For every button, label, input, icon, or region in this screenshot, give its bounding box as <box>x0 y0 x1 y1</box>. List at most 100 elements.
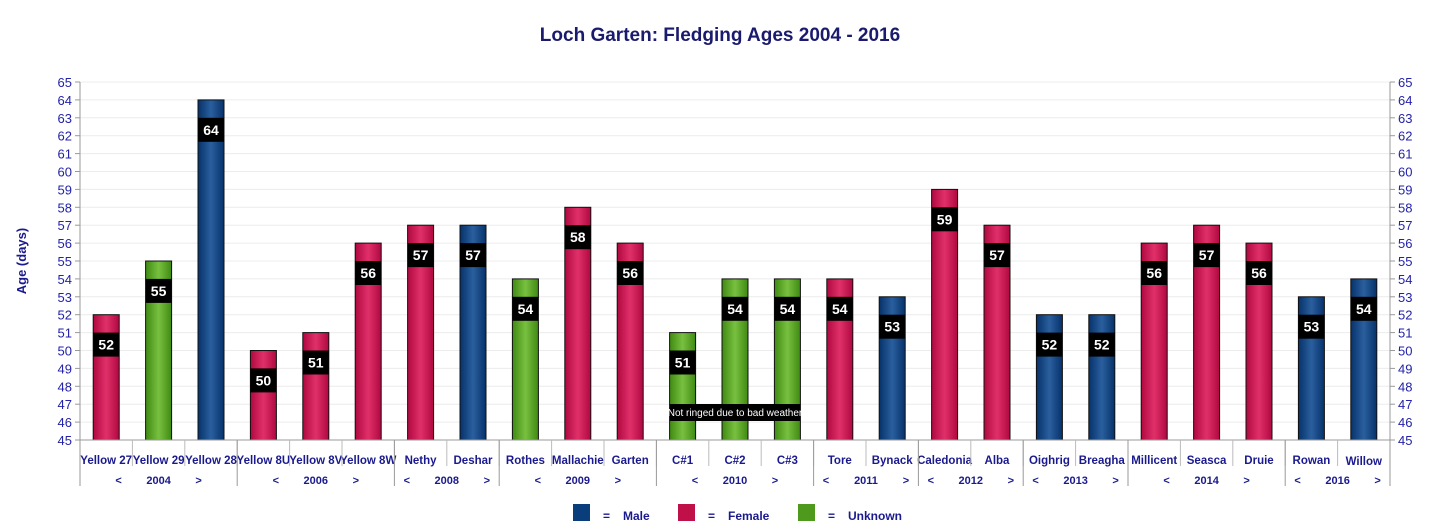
x-tick-label: Oighrig <box>1029 455 1070 467</box>
data-label-box <box>512 296 539 321</box>
data-label: 53 <box>884 319 900 335</box>
y-tick-label-right: 57 <box>1398 218 1412 233</box>
data-label-box <box>984 243 1010 268</box>
group-next-arrow: > <box>484 475 490 487</box>
data-label-box <box>826 296 853 321</box>
data-label-box <box>669 350 696 375</box>
x-tick-label: Yellow 8U <box>237 455 291 467</box>
x-tick-label: Rowan <box>1293 455 1331 467</box>
x-tick-label: Caledonia <box>917 455 973 467</box>
data-label: 56 <box>1251 265 1267 281</box>
group-year-label: 2009 <box>566 475 590 487</box>
x-tick-label: C#1 <box>672 455 694 467</box>
group-prev-arrow: < <box>404 475 410 487</box>
data-label-box <box>302 350 329 375</box>
group-next-arrow: > <box>1374 475 1380 487</box>
x-tick-label: C#3 <box>777 455 798 467</box>
x-tick-label: Nethy <box>405 455 438 467</box>
x-tick-label: Millicent <box>1131 455 1177 467</box>
y-tick-label: 57 <box>58 218 72 233</box>
group-prev-arrow: < <box>535 475 541 487</box>
group-year-label: 2014 <box>1194 475 1219 487</box>
data-label: 58 <box>570 229 586 245</box>
y-tick-label-right: 56 <box>1398 236 1412 251</box>
group-next-arrow: > <box>1243 475 1249 487</box>
group-year-label: 2008 <box>435 475 459 487</box>
legend-label: Male <box>623 509 650 523</box>
y-tick-label-right: 59 <box>1398 182 1412 197</box>
y-tick-label-right: 65 <box>1398 75 1412 90</box>
data-label-box <box>1298 314 1325 339</box>
group-next-arrow: > <box>1112 475 1118 487</box>
x-tick-label: Druie <box>1244 455 1273 467</box>
x-tick-label: Yellow 28 <box>185 455 237 467</box>
x-tick-label: Seasca <box>1187 455 1227 467</box>
y-tick-label-right: 54 <box>1398 272 1412 287</box>
y-tick-label: 59 <box>58 182 72 197</box>
data-label-box <box>355 261 382 285</box>
y-tick-label: 56 <box>58 236 72 251</box>
group-prev-arrow: < <box>1032 475 1038 487</box>
y-tick-label-right: 60 <box>1398 165 1412 180</box>
y-tick-label-right: 52 <box>1398 308 1412 323</box>
group-year-label: 2010 <box>723 475 747 487</box>
data-label: 54 <box>780 301 796 317</box>
y-tick-label-right: 46 <box>1398 415 1412 430</box>
annotation-text: Not ringed due to bad weather <box>668 408 803 419</box>
data-label-box <box>1350 296 1377 321</box>
group-prev-arrow: < <box>1294 475 1300 487</box>
bar <box>249 350 277 441</box>
y-tick-label: 45 <box>58 433 72 448</box>
group-year-label: 2004 <box>146 475 171 487</box>
group-next-arrow: > <box>353 475 359 487</box>
chart-title: Loch Garten: Fledging Ages 2004 - 2016 <box>540 25 900 46</box>
data-label-box <box>879 314 906 339</box>
y-tick-label: 58 <box>58 200 72 215</box>
group-year-label: 2016 <box>1325 475 1349 487</box>
y-tick-label: 61 <box>58 147 72 162</box>
data-label-box <box>931 207 958 232</box>
y-tick-label-right: 63 <box>1398 111 1412 126</box>
y-tick-label: 46 <box>58 415 72 430</box>
y-tick-label: 54 <box>58 272 72 287</box>
x-tick-label: Breagha <box>1079 455 1126 467</box>
y-tick-label: 48 <box>58 379 72 394</box>
data-label-box <box>407 243 434 268</box>
group-next-arrow: > <box>903 475 909 487</box>
y-axis-label: Age (days) <box>14 228 29 294</box>
x-tick-label: Yellow 29 <box>133 455 185 467</box>
group-next-arrow: > <box>1008 475 1014 487</box>
y-tick-label-right: 50 <box>1398 344 1412 359</box>
legend-separator: = <box>708 509 715 523</box>
legend-swatch-unknown <box>798 504 815 521</box>
y-tick-label: 62 <box>58 129 72 144</box>
group-year-label: 2013 <box>1063 475 1087 487</box>
x-tick-label: Yellow 27 <box>80 455 132 467</box>
group-year-label: 2006 <box>304 475 328 487</box>
x-tick-label: Tore <box>828 455 852 467</box>
x-tick-label: Yellow 8W <box>340 455 396 467</box>
data-label-box <box>1193 243 1220 268</box>
y-tick-label: 64 <box>58 93 72 108</box>
x-tick-label: Bynack <box>872 455 914 467</box>
group-prev-arrow: < <box>1163 475 1169 487</box>
data-label: 54 <box>1356 301 1372 317</box>
data-label-box <box>617 261 644 285</box>
data-label: 56 <box>360 265 376 281</box>
x-tick-label: C#2 <box>724 455 745 467</box>
y-tick-label-right: 49 <box>1398 361 1412 376</box>
data-label-box <box>93 332 120 357</box>
legend-separator: = <box>828 509 835 523</box>
data-label-box <box>564 225 591 250</box>
y-tick-label-right: 62 <box>1398 129 1412 144</box>
y-tick-label-right: 64 <box>1398 93 1412 108</box>
data-label: 59 <box>937 211 953 227</box>
data-label-box <box>460 243 486 268</box>
data-label: 56 <box>1146 265 1162 281</box>
data-label: 50 <box>256 372 272 388</box>
x-tick-label: Rothes <box>506 455 545 467</box>
data-label: 54 <box>518 301 534 317</box>
y-tick-label: 55 <box>58 254 72 269</box>
